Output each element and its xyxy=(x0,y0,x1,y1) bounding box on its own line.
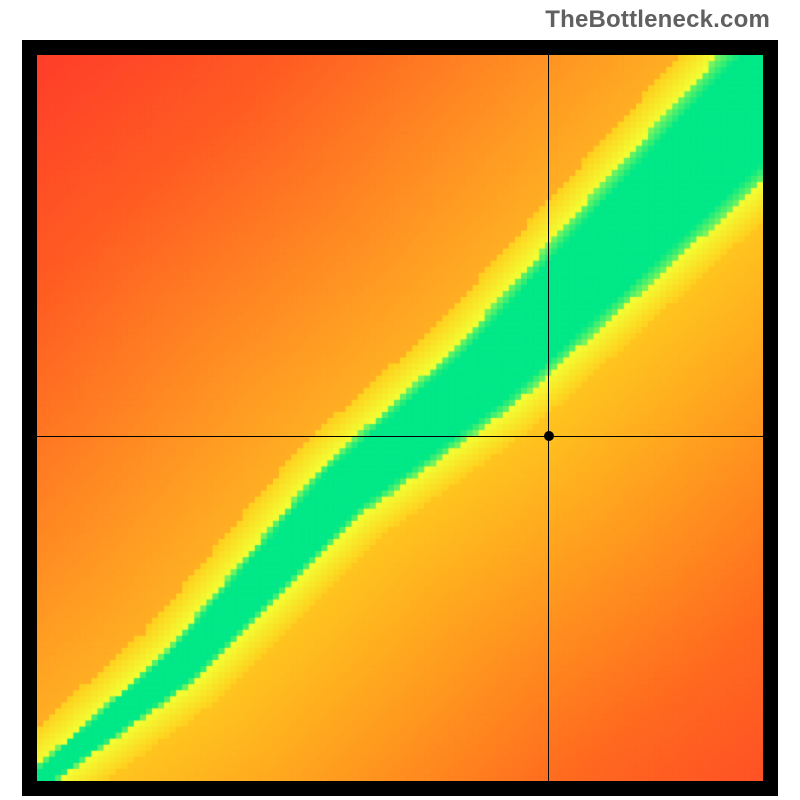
crosshair-vertical xyxy=(548,55,549,781)
plot-frame xyxy=(22,40,778,796)
attribution-text: TheBottleneck.com xyxy=(545,6,770,34)
crosshair-horizontal xyxy=(37,436,763,437)
selection-marker xyxy=(544,431,554,441)
bottleneck-heatmap xyxy=(37,55,763,781)
